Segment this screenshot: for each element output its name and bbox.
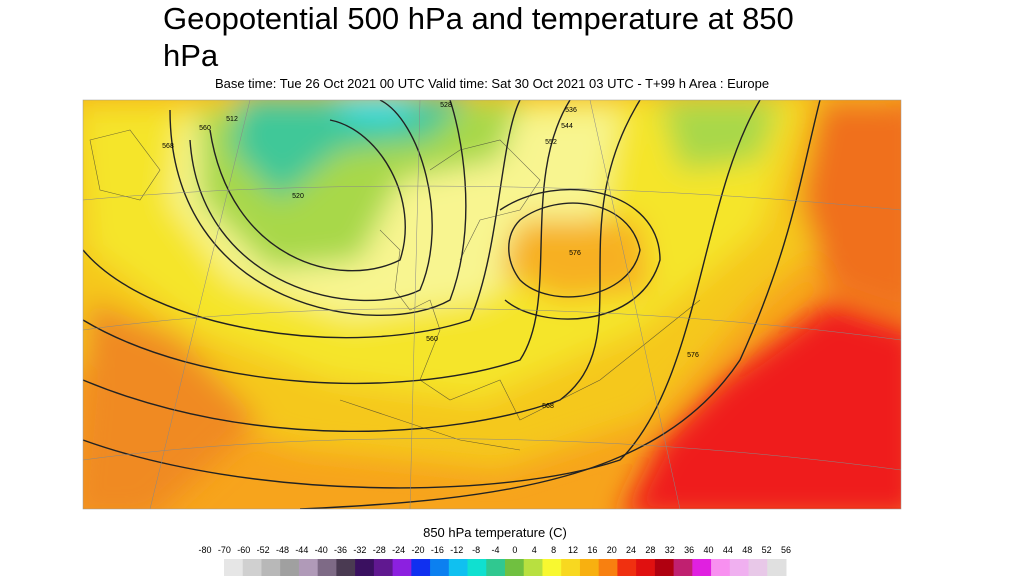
colorbar-tick-label: -36 [334,545,347,555]
colorbar-tick-label: -20 [412,545,425,555]
contour-label: 544 [561,123,573,130]
colorbar-swatch [242,559,262,576]
colorbar-tick-label: 48 [742,545,752,555]
colorbar-tick-label: -4 [491,545,499,555]
colorbar-tick-label: -16 [431,545,444,555]
colorbar-swatch [373,559,394,576]
colorbar-tick-label: -12 [450,545,463,555]
contour-label: 528 [440,102,452,109]
colorbar-tick-label: 4 [532,545,537,555]
colorbar-swatch [748,559,768,576]
contour-label: 576 [687,352,699,359]
colorbar-tick-label: 0 [512,545,517,555]
map-frame [82,99,902,510]
colorbar-tick-label: 40 [704,545,714,555]
colorbar-swatch [317,559,337,576]
colorbar-swatch [673,559,693,576]
colorbar-tick-label: 56 [781,545,791,555]
colorbar-tick-label: 28 [645,545,655,555]
colorbar-tick-label: 36 [684,545,694,555]
colorbar-swatch [261,559,281,576]
colorbar-tick-label: 24 [626,545,636,555]
colorbar-tick-label: -52 [257,545,270,555]
colorbar-tick-label: -44 [295,545,308,555]
colorbar-swatch [448,559,469,576]
colorbar-tick-label: -70 [218,545,231,555]
contour-label: 560 [199,125,211,132]
colorbar-tick-label: 52 [762,545,772,555]
contour-label: 520 [292,193,304,200]
contour-label: 568 [162,143,174,150]
coastlines [89,129,701,451]
colorbar-swatch [355,559,375,576]
colorbar-tick-label: 32 [665,545,675,555]
colorbar-swatch [729,559,750,576]
colorbar-swatch [711,559,731,576]
colorbar-swatch [767,559,787,576]
colorbar-tick-label: -32 [353,545,366,555]
colorbar-tick-label: -28 [373,545,386,555]
contour-label: 512 [226,116,238,123]
contour-label: 552 [545,139,557,146]
colorbar-swatch [636,559,656,576]
colorbar-swatch [486,559,506,576]
colorbar-label: 850 hPa temperature (C) [423,525,567,540]
colorbar-tick-label: -8 [472,545,480,555]
colorbar: -80 -70 -60 -52 -48 -44 -40 -36 -32 -28 -24 -20 -16-… [198,545,791,576]
colorbar-swatch [430,559,450,576]
colorbar-swatch [561,559,581,576]
colorbar-swatch [598,559,618,576]
map: 528 536 544 552 560 568 576 520 512 560 568 576 [83,100,901,509]
colorbar-swatch [692,559,712,576]
colorbar-tick-label: 8 [551,545,556,555]
contour-label: 568 [542,403,554,410]
contour-label: 536 [565,107,577,114]
colorbar-tick-label: -60 [237,545,250,555]
contour-label: 576 [569,250,581,257]
colorbar-swatch [224,559,244,576]
colorbar-tick-label: -80 [198,545,211,555]
subtitle: Base time: Tue 26 Oct 2021 00 UTC Valid … [214,76,770,91]
colorbar-swatch [392,559,412,576]
colorbar-tick-label: 20 [607,545,617,555]
colorbar-swatch [411,559,431,576]
graticule [83,100,901,509]
colorbar-swatch [505,559,525,576]
colorbar-swatch [298,559,319,576]
colorbar-swatch [523,559,543,576]
colorbar-tick-label: 44 [723,545,733,555]
colorbar-swatch [280,559,300,576]
colorbar-swatch [654,559,675,576]
contours [83,100,821,509]
contour-labels: 528 536 544 552 560 568 576 520 512 560 568 576 [162,102,699,410]
colorbar-swatch [336,559,356,576]
colorbar-tick-label: -48 [276,545,289,555]
colorbar-swatch [467,559,487,576]
colorbar-tick-label: 12 [568,545,578,555]
colorbar-tick-label: -24 [392,545,405,555]
colorbar-tick-label: 16 [587,545,597,555]
title: Geopotential 500 hPa and temperature at … [163,1,794,73]
contour-label: 560 [426,336,438,343]
colorbar-swatch [617,559,637,576]
colorbar-swatch [542,559,562,576]
colorbar-tick-label: -40 [315,545,328,555]
colorbar-swatch [579,559,600,576]
